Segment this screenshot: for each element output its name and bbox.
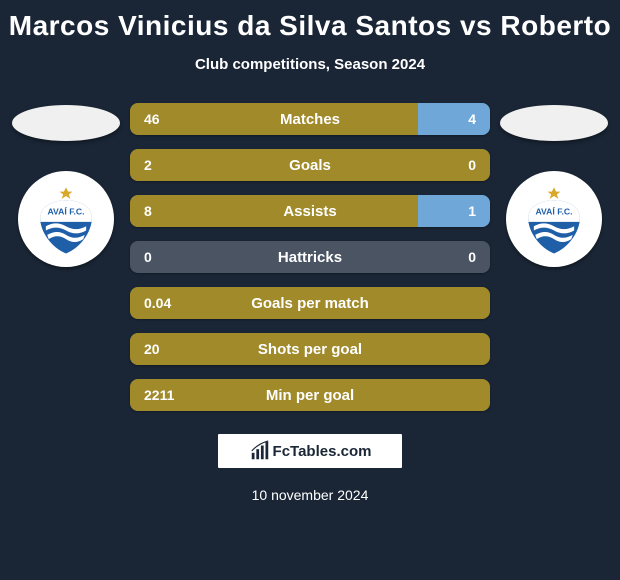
date-text: 10 november 2024 bbox=[252, 487, 369, 503]
club-badge-left: AVAÍ F.C. bbox=[18, 171, 114, 267]
bars-chart-icon bbox=[249, 440, 271, 462]
stat-row: 46Matches4 bbox=[130, 103, 490, 135]
stat-value-right: 1 bbox=[468, 203, 476, 219]
stat-label: Hattricks bbox=[130, 249, 490, 266]
svg-text:AVAÍ F.C.: AVAÍ F.C. bbox=[47, 207, 84, 217]
stat-label: Min per goal bbox=[130, 387, 490, 404]
club-badge-right: AVAÍ F.C. bbox=[506, 171, 602, 267]
stat-value-right: 0 bbox=[468, 157, 476, 173]
footer-attribution[interactable]: FcTables.com bbox=[217, 433, 403, 469]
stat-value-right: 4 bbox=[468, 111, 476, 127]
player1-silhouette bbox=[12, 105, 120, 141]
stat-row: 2211Min per goal bbox=[130, 379, 490, 411]
avai-badge-icon: AVAÍ F.C. bbox=[518, 183, 590, 255]
footer-site-text: FcTables.com bbox=[273, 443, 372, 460]
subtitle: Club competitions, Season 2024 bbox=[195, 56, 425, 73]
stat-row: 8Assists1 bbox=[130, 195, 490, 227]
right-column: AVAÍ F.C. bbox=[494, 103, 614, 267]
comparison-infographic: Marcos Vinicius da Silva Santos vs Rober… bbox=[0, 0, 620, 580]
left-column: AVAÍ F.C. bbox=[6, 103, 126, 267]
stat-row: 2Goals0 bbox=[130, 149, 490, 181]
main-area: AVAÍ F.C. 46Matches42Goals08Assists10Hat… bbox=[0, 103, 620, 411]
stat-label: Assists bbox=[130, 203, 490, 220]
stat-label: Matches bbox=[130, 111, 490, 128]
svg-text:AVAÍ F.C.: AVAÍ F.C. bbox=[535, 207, 572, 217]
player2-silhouette bbox=[500, 105, 608, 141]
stat-row: 0.04Goals per match bbox=[130, 287, 490, 319]
stat-row: 20Shots per goal bbox=[130, 333, 490, 365]
stats-column: 46Matches42Goals08Assists10Hattricks00.0… bbox=[130, 103, 490, 411]
stat-label: Shots per goal bbox=[130, 341, 490, 358]
fctables-logo: FcTables.com bbox=[249, 440, 372, 462]
stat-label: Goals bbox=[130, 157, 490, 174]
stat-value-right: 0 bbox=[468, 249, 476, 265]
avai-badge-icon: AVAÍ F.C. bbox=[30, 183, 102, 255]
page-title: Marcos Vinicius da Silva Santos vs Rober… bbox=[9, 10, 611, 42]
stat-row: 0Hattricks0 bbox=[130, 241, 490, 273]
stat-label: Goals per match bbox=[130, 295, 490, 312]
